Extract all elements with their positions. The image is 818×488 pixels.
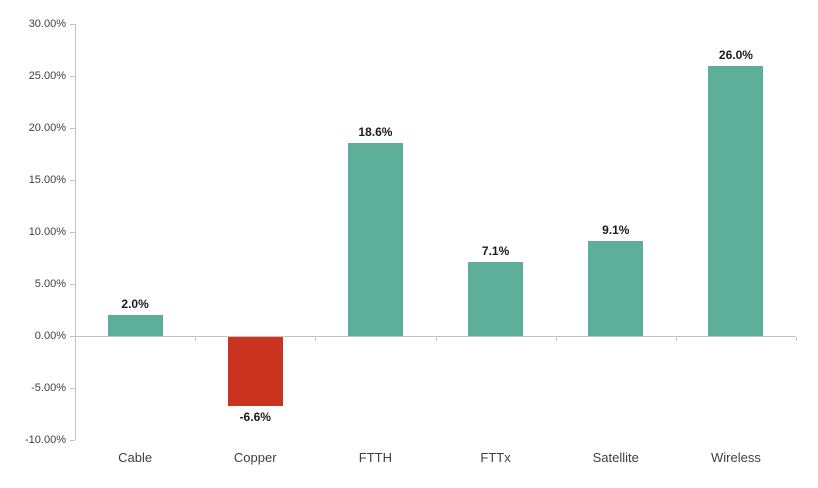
y-axis-tick [70,128,75,129]
bar-copper [227,337,283,406]
y-axis-tick [70,180,75,181]
x-axis-boundary-tick [675,337,677,341]
x-axis-zero-line [75,336,796,337]
y-axis-line [75,24,76,440]
y-axis-tick-label: 0.00% [34,330,66,342]
bar-value-label: 9.1% [602,223,630,238]
x-axis-boundary-tick [195,337,197,341]
bar-value-label: 26.0% [718,47,753,62]
y-axis-tick-label: 25.00% [28,70,66,82]
y-axis-tick [70,24,75,25]
y-axis-tick [70,440,75,441]
y-axis-tick [70,336,75,337]
y-axis-tick [70,76,75,77]
y-axis-tick [70,232,75,233]
category-label-fttx: FTTx [480,450,511,465]
bar-cable [107,315,163,336]
category-label-ftth: FTTH [358,450,393,465]
bar-satellite [588,241,644,336]
bar-value-label: 2.0% [121,297,149,312]
y-axis-tick [70,388,75,389]
bar-value-label: 7.1% [481,244,510,259]
x-axis-boundary-tick [315,337,317,341]
bar-ftth [347,142,403,336]
category-label-copper: Copper [233,450,277,465]
y-axis-tick-label: -10.00% [25,434,66,446]
bar-fttx [468,262,524,336]
y-axis-tick-label: 5.00% [34,278,66,290]
y-axis-tick-label: 20.00% [28,122,66,134]
x-axis-boundary-tick [435,337,437,341]
category-label-cable: Cable [118,450,153,465]
y-axis-tick-label: -5.00% [31,382,66,394]
bar-value-label: -6.6% [239,409,271,424]
y-axis-tick [70,284,75,285]
category-label-satellite: Satellite [592,450,639,465]
x-axis-boundary-tick [555,337,557,341]
y-axis-tick-label: 15.00% [28,174,66,186]
category-label-wireless: Wireless [710,450,761,465]
bar-wireless [708,65,764,336]
y-axis-tick-label: 30.00% [28,18,66,30]
bar-value-label: 18.6% [358,124,393,139]
x-axis-boundary-tick [796,337,797,341]
y-axis-tick-label: 10.00% [28,226,66,238]
